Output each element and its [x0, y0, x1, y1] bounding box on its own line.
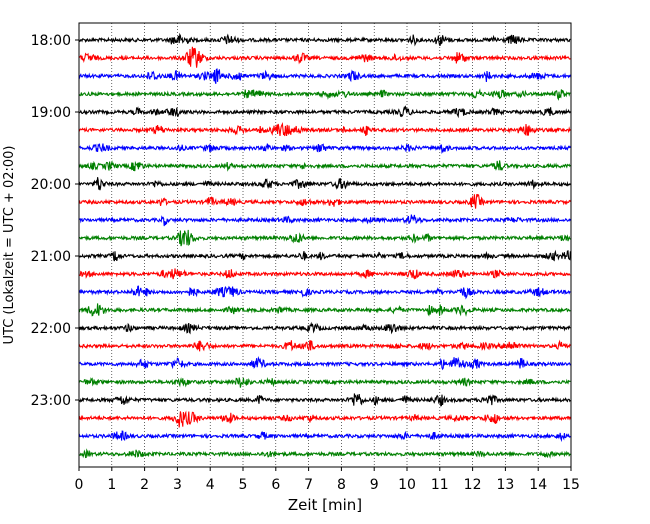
x-axis-label: Zeit [min] [288, 496, 362, 514]
x-tick-label: 1 [107, 477, 116, 493]
trace-line [78, 160, 571, 172]
trace-line [78, 377, 571, 388]
trace-line [78, 143, 571, 155]
trace-line [78, 46, 571, 68]
trace-line [78, 321, 571, 335]
trace-line [78, 105, 571, 119]
x-tick-label: 6 [271, 477, 280, 493]
x-tick-label: 11 [431, 477, 449, 493]
x-tick-label: 15 [562, 477, 580, 493]
x-tick-label: 3 [173, 477, 182, 493]
x-tick-label: 4 [206, 477, 215, 493]
trace-line [78, 177, 571, 191]
trace-lines [78, 32, 571, 459]
y-tick-label: 21:00 [31, 249, 71, 265]
trace-line [78, 193, 571, 209]
trace-line [78, 214, 571, 227]
x-tick-label: 0 [75, 477, 84, 493]
trace-line [78, 229, 571, 247]
y-axis-label: UTC (Lokalzeit = UTC + 02:00) [2, 146, 17, 345]
y-tick-label: 23:00 [31, 393, 71, 409]
trace-line [78, 355, 571, 371]
trace-line [78, 285, 571, 300]
trace-line [78, 268, 571, 280]
x-tick-label: 8 [337, 477, 346, 493]
vertical-gridlines [111, 23, 539, 467]
trace-line [78, 430, 571, 443]
x-tick-label: 9 [370, 477, 379, 493]
x-axis-ticks: 0 1 2 3 4 5 6 7 8 9 10 11 12 13 14 15 [75, 467, 580, 493]
plot-frame [78, 22, 572, 468]
x-tick-label: 10 [398, 477, 416, 493]
x-tick-label: 12 [464, 477, 482, 493]
y-axis-ticks: 18:00 19:00 20:00 21:00 22:00 23:00 [31, 33, 79, 409]
x-tick-label: 14 [529, 477, 547, 493]
trace-line [78, 410, 571, 428]
y-tick-label: 19:00 [31, 105, 71, 121]
y-tick-label: 18:00 [31, 33, 71, 49]
trace-line [78, 122, 571, 137]
y-tick-label: 20:00 [31, 177, 71, 193]
trace-line [78, 448, 571, 459]
y-tick-label: 22:00 [31, 321, 71, 337]
trace-line [78, 393, 571, 407]
trace-line [78, 303, 571, 317]
trace-line [78, 32, 571, 47]
x-tick-label: 2 [140, 477, 149, 493]
trace-line [78, 68, 571, 84]
x-tick-label: 13 [496, 477, 514, 493]
x-tick-label: 7 [304, 477, 313, 493]
trace-line [78, 249, 571, 262]
x-tick-label: 5 [239, 477, 248, 493]
trace-line [78, 339, 571, 352]
trace-line [78, 88, 571, 101]
